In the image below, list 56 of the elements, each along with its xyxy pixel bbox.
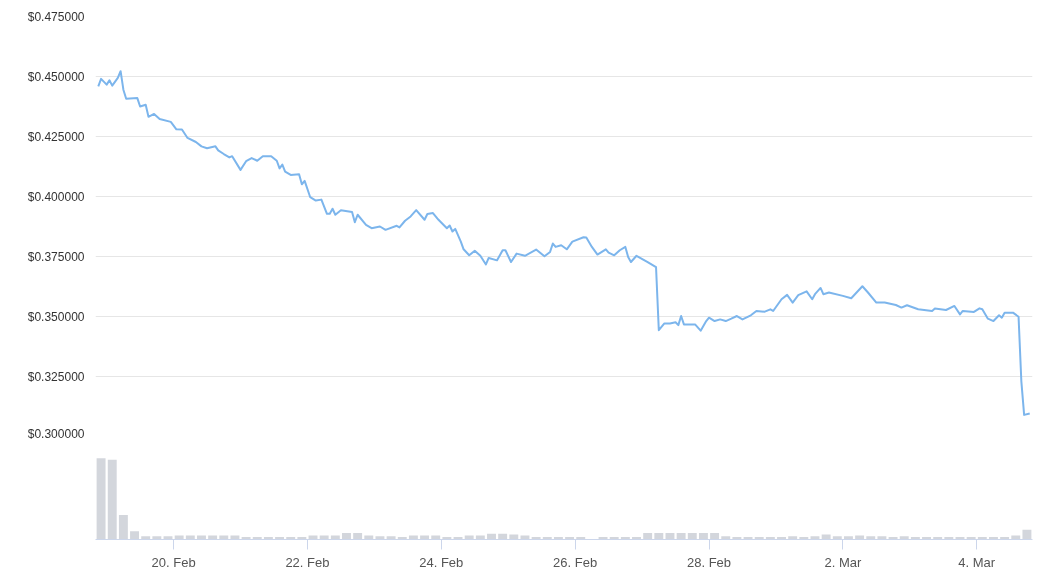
bar (1022, 529, 1032, 540)
bar (643, 532, 653, 540)
y-tick-label: $0.375000 (27, 249, 85, 264)
bar (386, 536, 396, 540)
y-tick-label: $0.450000 (27, 69, 85, 84)
x-tick-label: 28. Feb (686, 554, 732, 570)
bar (676, 532, 686, 540)
y-tick-label: $0.300000 (27, 426, 85, 441)
bar (230, 535, 240, 540)
bar (420, 535, 430, 540)
x-tick-label: 22. Feb (285, 554, 330, 570)
bar (408, 535, 418, 540)
bar (375, 536, 385, 540)
bar (654, 532, 664, 540)
bar (96, 458, 106, 540)
bar (475, 535, 485, 540)
bar (788, 536, 798, 540)
bar (710, 532, 720, 540)
bar (353, 532, 363, 540)
y-tick-label: $0.350000 (27, 309, 85, 324)
bar (185, 535, 195, 540)
bar (832, 536, 842, 540)
bar (219, 535, 229, 540)
bar (520, 535, 530, 540)
bar (197, 535, 206, 540)
bar (319, 535, 329, 540)
bar (174, 535, 184, 540)
bar (342, 532, 351, 540)
y-tick-label: $0.425000 (27, 129, 85, 144)
bar (152, 536, 162, 540)
bar (877, 536, 887, 540)
bar (208, 535, 218, 540)
x-tick-label: 24. Feb (419, 554, 464, 570)
x-tick-label: 20. Feb (151, 554, 196, 570)
bar (464, 535, 474, 540)
x-tick-label: 26. Feb (553, 554, 598, 570)
bar (364, 535, 374, 540)
bar (698, 532, 708, 540)
bar (843, 536, 853, 540)
bar (431, 535, 441, 540)
bar (687, 532, 697, 540)
bar (118, 515, 128, 540)
x-tick-label: 2. Mar (824, 554, 862, 570)
y-tick-label: $0.475000 (27, 9, 85, 24)
bar (107, 459, 117, 540)
bar (141, 536, 151, 540)
bar (866, 536, 876, 540)
bar (1011, 535, 1021, 540)
bar (899, 536, 909, 540)
bar (721, 536, 731, 540)
y-tick-label: $0.325000 (27, 369, 85, 384)
bar (130, 531, 139, 540)
y-tick-label: $0.400000 (27, 189, 85, 204)
bar (855, 535, 865, 540)
x-tick-label: 4. Mar (958, 554, 996, 570)
bar (330, 535, 340, 540)
